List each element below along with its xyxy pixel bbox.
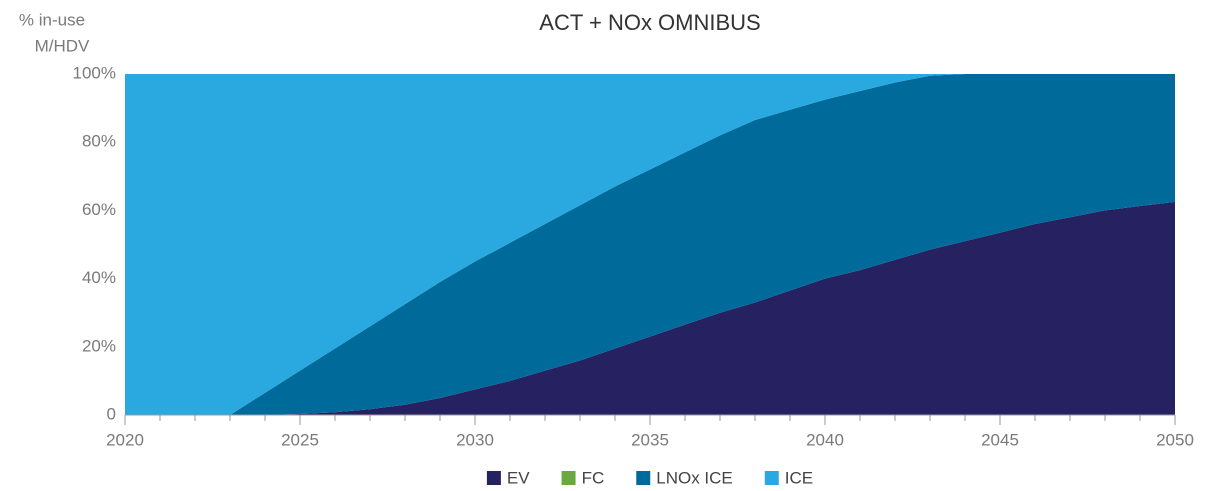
y-tick-label: 100% bbox=[73, 63, 116, 82]
y-tick-label: 60% bbox=[82, 200, 116, 219]
area bbox=[125, 201, 1175, 415]
legend-swatch bbox=[561, 471, 576, 485]
legend-label: ICE bbox=[785, 468, 813, 487]
x-tick-label: 2045 bbox=[981, 430, 1019, 449]
legend-label: FC bbox=[582, 468, 605, 487]
x-tick-label: 2040 bbox=[806, 430, 844, 449]
x-tick-label: 2025 bbox=[281, 430, 319, 449]
y-axis-label: % in-use bbox=[19, 10, 85, 29]
legend-swatch bbox=[764, 471, 779, 485]
x-tick-label: 2030 bbox=[456, 430, 494, 449]
x-tick-label: 2050 bbox=[1156, 430, 1194, 449]
chart-title: ACT + NOx OMNIBUS bbox=[539, 10, 760, 35]
y-axis-label: M/HDV bbox=[35, 36, 90, 55]
area bbox=[125, 74, 1175, 415]
x-tick-label: 2035 bbox=[631, 430, 669, 449]
x-tick-label: 2020 bbox=[106, 430, 144, 449]
legend-label: EV bbox=[507, 468, 530, 487]
legend-swatch bbox=[636, 471, 651, 485]
y-tick-label: 80% bbox=[82, 132, 116, 151]
legend-swatch bbox=[486, 471, 501, 485]
y-tick-label: 40% bbox=[82, 268, 116, 287]
y-tick-label: 20% bbox=[82, 336, 116, 355]
legend-label: LNOx ICE bbox=[656, 468, 733, 487]
y-tick-label: 0 bbox=[107, 404, 116, 423]
area bbox=[125, 74, 1175, 415]
